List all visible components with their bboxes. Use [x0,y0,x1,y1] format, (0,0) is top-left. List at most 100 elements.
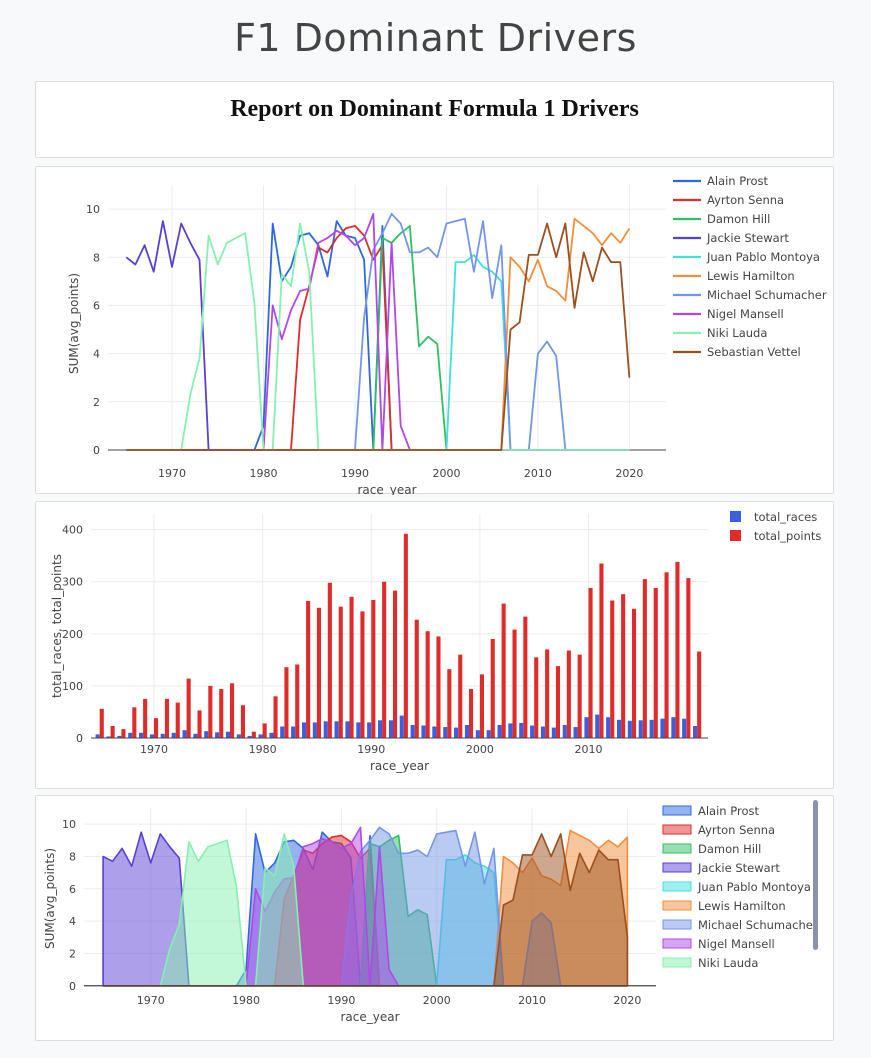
bar-total-points [403,533,408,738]
bar-total-races [225,731,230,738]
bar-total-races [247,735,252,738]
bar-total-races [519,722,524,738]
legend-label: total_points [754,529,821,543]
bar-total-points [360,611,365,738]
bar-total-races [280,726,285,738]
bar-total-points [154,718,159,738]
bar-total-points [414,619,419,738]
bar-total-races [139,732,144,738]
x-tick-label: 2000 [423,994,451,1007]
bar-total-points [262,723,267,738]
y-tick-label: 6 [69,883,76,896]
legend-label: Juan Pablo Montoya [697,880,811,894]
legend-swatch-niki-lauda [662,957,692,968]
bar-total-races [627,720,632,738]
bar-total-races [497,725,502,738]
x-tick-label: 1980 [250,467,278,480]
y-tick-label: 200 [62,628,83,641]
series-line-nigel-mansell [126,213,630,451]
bar-total-points [599,563,604,738]
bar-total-races [182,730,187,738]
bar-total-races [617,719,622,738]
bar-total-races [95,734,100,738]
report-title: Report on Dominant Formula 1 Drivers [230,96,639,122]
bar-total-points [686,578,691,738]
bar-total-races [149,734,154,738]
bar-total-points [219,689,224,738]
bar-total-points [664,572,669,738]
bar-total-points [393,590,398,738]
legend-label: Niki Lauda [698,956,758,970]
bar-chart-panel: 0 100 200 300 400 1970 1980 1990 2000 2010 race_ye… [35,501,834,789]
legend-label: Michael Schumacher [707,288,827,302]
legend-label: total_races [754,510,817,524]
series-area-sebastian-vettel [102,833,629,987]
bar-total-points [295,664,300,738]
bar-total-points [642,579,647,738]
bar-total-points [621,594,626,738]
bar-total-races [693,726,698,738]
bar-total-races [660,718,665,738]
legend-swatch-lewis-hamilton [662,900,692,911]
bar-total-points [251,731,256,738]
legend-label: Lewis Hamilton [698,899,786,913]
bar-total-races [236,734,241,738]
bar-total-races [486,730,491,738]
legend-swatch-total-points [730,530,741,541]
bar-total-races [573,727,578,738]
y-tick-label: 2 [93,396,100,409]
x-tick-label: 2010 [575,743,603,756]
bar-total-races [171,732,176,738]
bar-total-points [512,629,517,738]
legend-swatch-total-races [730,511,741,522]
bar-total-points [240,705,245,738]
legend-swatch-alain-prost [662,805,692,816]
bar-total-points [610,600,615,738]
bar-total-races [399,715,404,738]
bar-total-points [523,616,528,738]
bar-total-points [534,657,539,738]
x-axis-title: race_year [340,1010,399,1024]
bar-total-points [447,669,452,738]
bar-total-races [356,722,361,738]
legend-label: Michael Schumacher [698,918,818,932]
legend-swatch-jackie-stewart [662,862,692,873]
x-tick-label: 2000 [432,467,460,480]
bar-total-points [316,607,321,738]
bar-total-points [338,606,343,738]
bar-total-points [110,726,115,738]
bar-total-races [671,717,676,738]
y-tick-label: 4 [69,915,76,928]
legend-label: Alain Prost [698,804,759,818]
bar-total-points [479,674,484,738]
bar-total-races [638,720,643,738]
x-axis-title: race_year [370,759,429,773]
legend-scrollbar[interactable] [813,800,818,950]
bar-total-races [302,722,307,738]
series-line-michael-schumacher [126,213,630,451]
bar-total-races [106,736,111,738]
line-chart-panel: 0 2 4 6 8 10 1970 1980 1990 2000 2010 2020 race_year… [35,166,834,495]
bar-total-races [454,727,459,738]
x-tick-label: 2020 [615,467,643,480]
bar-total-points [371,600,376,738]
bar-total-points [577,654,582,738]
bar-total-races [128,732,133,738]
bar-total-races [258,734,263,738]
bar-total-races [606,717,611,738]
bar-chart: 0 100 200 300 400 1970 1980 1990 2000 2010 race_ye… [50,510,821,773]
legend-label: Alain Prost [707,174,768,188]
y-tick-label: 8 [93,251,100,264]
bar-total-points [208,685,213,738]
bar-total-points [121,729,126,738]
bar-total-races [345,721,350,738]
y-tick-label: 10 [62,818,76,831]
x-tick-label: 1990 [341,467,369,480]
bar-total-points [588,588,593,738]
bar-total-races [117,735,122,738]
x-tick-label: 1980 [232,994,260,1007]
legend-swatch-michael-schumacher [662,919,692,930]
bar-total-points [175,702,180,738]
bar-total-races [562,725,567,738]
bar-total-points [284,667,289,738]
